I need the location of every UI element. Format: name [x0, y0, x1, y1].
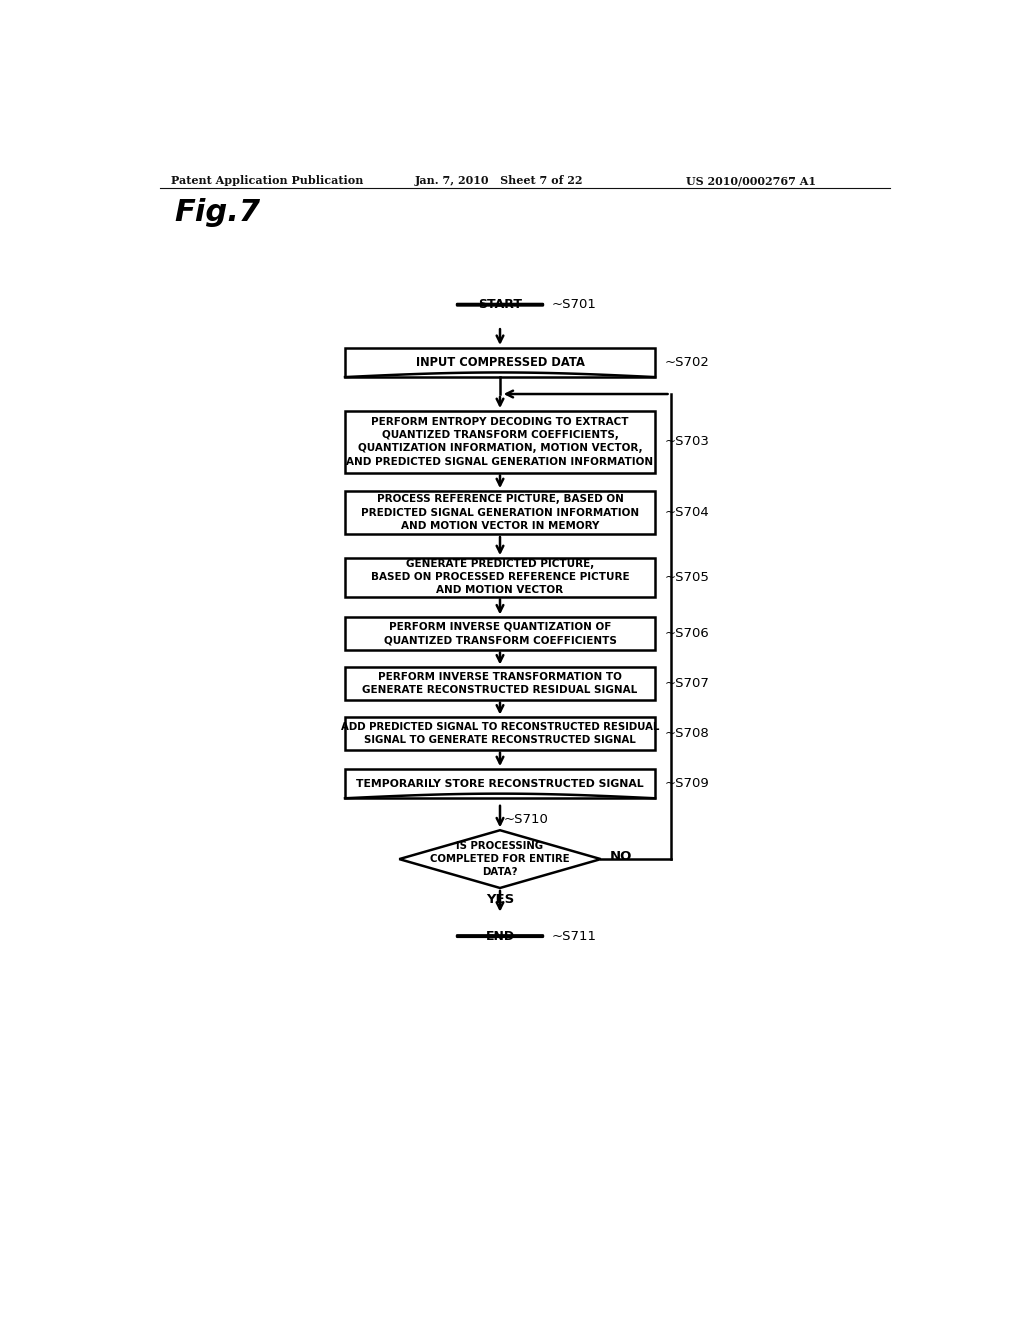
Bar — [345, 348, 655, 378]
Polygon shape — [399, 830, 601, 888]
Text: Jan. 7, 2010   Sheet 7 of 22: Jan. 7, 2010 Sheet 7 of 22 — [415, 176, 584, 186]
Text: ADD PREDICTED SIGNAL TO RECONSTRUCTED RESIDUAL
SIGNAL TO GENERATE RECONSTRUCTED : ADD PREDICTED SIGNAL TO RECONSTRUCTED RE… — [341, 722, 659, 746]
Bar — [345, 411, 655, 473]
Bar — [345, 668, 655, 700]
Text: ~S702: ~S702 — [665, 356, 710, 370]
Text: YES: YES — [485, 892, 514, 906]
Text: ~S711: ~S711 — [552, 929, 597, 942]
Text: Patent Application Publication: Patent Application Publication — [171, 176, 362, 186]
FancyBboxPatch shape — [457, 936, 543, 937]
Bar — [345, 558, 655, 597]
Text: TEMPORARILY STORE RECONSTRUCTED SIGNAL: TEMPORARILY STORE RECONSTRUCTED SIGNAL — [356, 779, 644, 788]
Text: START: START — [478, 298, 522, 312]
Text: Fig.7: Fig.7 — [174, 198, 261, 227]
Text: ~S708: ~S708 — [665, 727, 709, 741]
Text: END: END — [485, 929, 515, 942]
Bar — [345, 491, 655, 535]
Text: GENERATE PREDICTED PICTURE,
BASED ON PROCESSED REFERENCE PICTURE
AND MOTION VECT: GENERATE PREDICTED PICTURE, BASED ON PRO… — [371, 560, 630, 595]
Bar — [345, 618, 655, 649]
Text: ~S705: ~S705 — [665, 570, 710, 583]
Text: ~S704: ~S704 — [665, 506, 709, 519]
Text: ~S706: ~S706 — [665, 627, 709, 640]
Text: ~S710: ~S710 — [504, 813, 549, 826]
Text: INPUT COMPRESSED DATA: INPUT COMPRESSED DATA — [416, 356, 585, 370]
Text: PERFORM ENTROPY DECODING TO EXTRACT
QUANTIZED TRANSFORM COEFFICIENTS,
QUANTIZATI: PERFORM ENTROPY DECODING TO EXTRACT QUAN… — [346, 417, 653, 466]
Text: PROCESS REFERENCE PICTURE, BASED ON
PREDICTED SIGNAL GENERATION INFORMATION
AND : PROCESS REFERENCE PICTURE, BASED ON PRED… — [360, 495, 639, 531]
Text: ~S701: ~S701 — [552, 298, 597, 312]
Text: NO: NO — [610, 850, 633, 863]
Bar — [345, 718, 655, 750]
Bar — [345, 770, 655, 799]
Text: IS PROCESSING
COMPLETED FOR ENTIRE
DATA?: IS PROCESSING COMPLETED FOR ENTIRE DATA? — [430, 841, 569, 878]
Text: ~S709: ~S709 — [665, 777, 709, 791]
Text: ~S703: ~S703 — [665, 436, 710, 449]
Text: PERFORM INVERSE QUANTIZATION OF
QUANTIZED TRANSFORM COEFFICIENTS: PERFORM INVERSE QUANTIZATION OF QUANTIZE… — [384, 622, 616, 645]
Text: ~S707: ~S707 — [665, 677, 710, 690]
FancyBboxPatch shape — [457, 304, 543, 305]
Text: US 2010/0002767 A1: US 2010/0002767 A1 — [686, 176, 816, 186]
Text: PERFORM INVERSE TRANSFORMATION TO
GENERATE RECONSTRUCTED RESIDUAL SIGNAL: PERFORM INVERSE TRANSFORMATION TO GENERA… — [362, 672, 638, 696]
